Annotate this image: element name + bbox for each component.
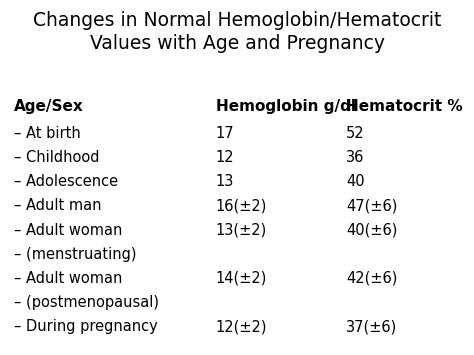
Text: – (postmenopausal): – (postmenopausal): [14, 295, 159, 310]
Text: – During pregnancy: – During pregnancy: [14, 319, 158, 334]
Text: 52: 52: [346, 126, 365, 141]
Text: Age/Sex: Age/Sex: [14, 99, 84, 114]
Text: – Adult woman: – Adult woman: [14, 271, 123, 286]
Text: – Childhood: – Childhood: [14, 150, 100, 165]
Text: – Adult woman: – Adult woman: [14, 223, 123, 237]
Text: 16(±2): 16(±2): [216, 198, 267, 213]
Text: 12(±2): 12(±2): [216, 319, 267, 334]
Text: 40(±6): 40(±6): [346, 223, 397, 237]
Text: – (menstruating): – (menstruating): [14, 247, 137, 262]
Text: 13: 13: [216, 174, 234, 189]
Text: – Adult man: – Adult man: [14, 198, 102, 213]
Text: 37(±6): 37(±6): [346, 319, 397, 334]
Text: 47(±6): 47(±6): [346, 198, 397, 213]
Text: Hematocrit %: Hematocrit %: [346, 99, 463, 114]
Text: 40: 40: [346, 174, 365, 189]
Text: 14(±2): 14(±2): [216, 271, 267, 286]
Text: – At birth: – At birth: [14, 126, 81, 141]
Text: 36: 36: [346, 150, 365, 165]
Text: – Adolescence: – Adolescence: [14, 174, 118, 189]
Text: Changes in Normal Hemoglobin/Hematocrit
Values with Age and Pregnancy: Changes in Normal Hemoglobin/Hematocrit …: [33, 11, 441, 53]
Text: 13(±2): 13(±2): [216, 223, 267, 237]
Text: 17: 17: [216, 126, 234, 141]
Text: 12: 12: [216, 150, 234, 165]
Text: 42(±6): 42(±6): [346, 271, 397, 286]
Text: Hemoglobin g/dl: Hemoglobin g/dl: [216, 99, 356, 114]
